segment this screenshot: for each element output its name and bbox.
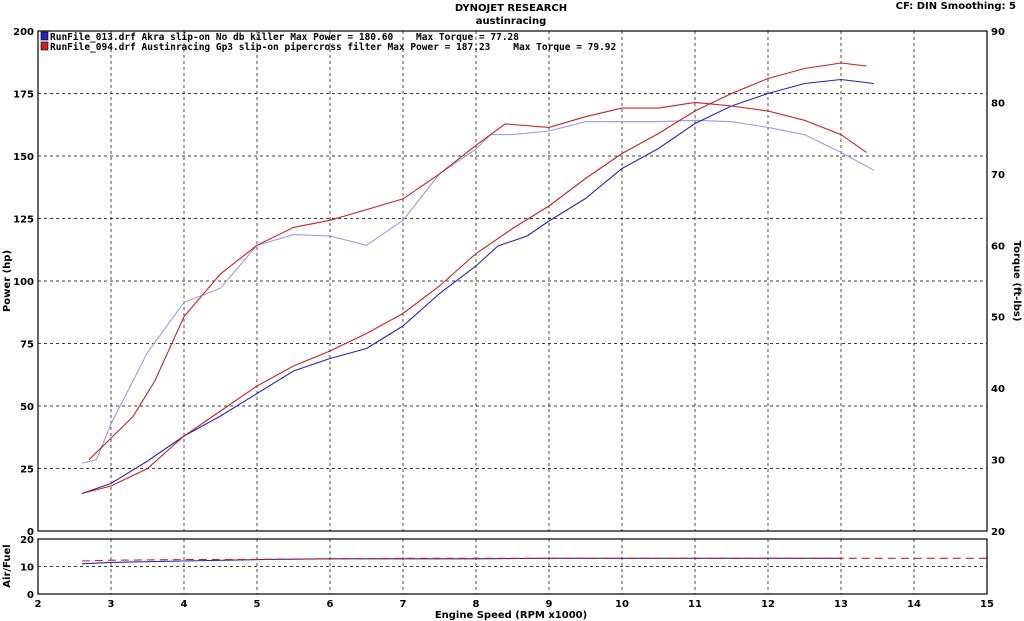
power-line-run-013 — [81, 78, 874, 495]
torque-tick-label: 60 — [991, 241, 1005, 252]
power-line-run-094 — [81, 62, 867, 495]
x-tick-label: 12 — [761, 599, 775, 610]
afr-tick-label: 0 — [27, 590, 34, 601]
torque-tick-label: 30 — [991, 456, 1005, 467]
series-layer — [81, 62, 987, 565]
x-tick-label: 9 — [546, 599, 553, 610]
legend-entry-run-013: RunFile_013.drf Akra slip-on No db kille… — [50, 32, 519, 43]
settings-readout: CF: DIN Smoothing: 5 — [896, 1, 1016, 12]
x-tick-label: 2 — [35, 599, 42, 610]
chart-subtitle: austinracing — [476, 16, 546, 27]
x-tick-label: 3 — [108, 599, 115, 610]
power-tick-label: 0 — [27, 527, 34, 538]
power-tick-label: 50 — [20, 402, 34, 413]
chart-title: DYNOJET RESEARCH — [455, 3, 567, 14]
y-axis-label-torque: Torque (ft-lbs) — [1011, 241, 1022, 322]
afr-line-run-094 — [81, 557, 987, 562]
torque-tick-label: 40 — [991, 384, 1005, 395]
torque-tick-label: 90 — [991, 27, 1005, 38]
x-tick-label: 11 — [688, 599, 702, 610]
afr-tick-label: 10 — [20, 563, 34, 574]
grid — [38, 31, 987, 594]
power-tick-label: 150 — [13, 152, 34, 163]
x-tick-label: 14 — [907, 599, 921, 610]
power-tick-label: 175 — [13, 90, 34, 101]
power-tick-label: 25 — [20, 465, 34, 476]
torque-tick-label: 20 — [991, 527, 1005, 538]
power-tick-label: 75 — [20, 340, 34, 351]
x-tick-label: 8 — [473, 599, 480, 610]
y-axis-label-airfuel: Air/Fuel — [2, 544, 13, 587]
legend-swatch-run-013 — [40, 31, 49, 41]
torque-tick-label: 70 — [991, 170, 1005, 181]
torque-line-run-013 — [81, 119, 875, 464]
x-tick-label: 10 — [615, 599, 629, 610]
main-plot-frame — [37, 30, 988, 532]
x-tick-label: 7 — [400, 599, 407, 610]
tick-labels: 2 3 4 5 6 7 8 9 10 11 12 13 14 1502550751001251501752… — [13, 27, 1005, 610]
torque-tick-label: 50 — [991, 313, 1005, 324]
x-tick-label: 4 — [181, 599, 188, 610]
power-tick-label: 100 — [13, 277, 34, 288]
legend-entry-run-094: RunFile_094.drf Austinracing Gp3 slip-on… — [50, 42, 616, 53]
x-tick-label: 15 — [980, 599, 994, 610]
afr-line-run-013 — [81, 557, 841, 565]
power-tick-label: 200 — [13, 27, 34, 38]
afr-plot-frame — [37, 538, 988, 595]
power-tick-label: 125 — [13, 215, 34, 226]
x-tick-label: 13 — [834, 599, 848, 610]
x-tick-label: 5 — [254, 599, 261, 610]
legend-swatch-run-094 — [40, 41, 49, 51]
torque-tick-label: 80 — [991, 98, 1005, 109]
x-axis-label: Engine Speed (RPM x1000) — [435, 610, 587, 621]
legend: RunFile_013.drf Akra slip-on No db kille… — [40, 31, 616, 53]
afr-tick-label: 20 — [20, 535, 34, 546]
y-axis-label-power: Power (hp) — [2, 250, 13, 312]
x-tick-label: 6 — [327, 599, 334, 610]
torque-line-run-094 — [88, 101, 867, 460]
